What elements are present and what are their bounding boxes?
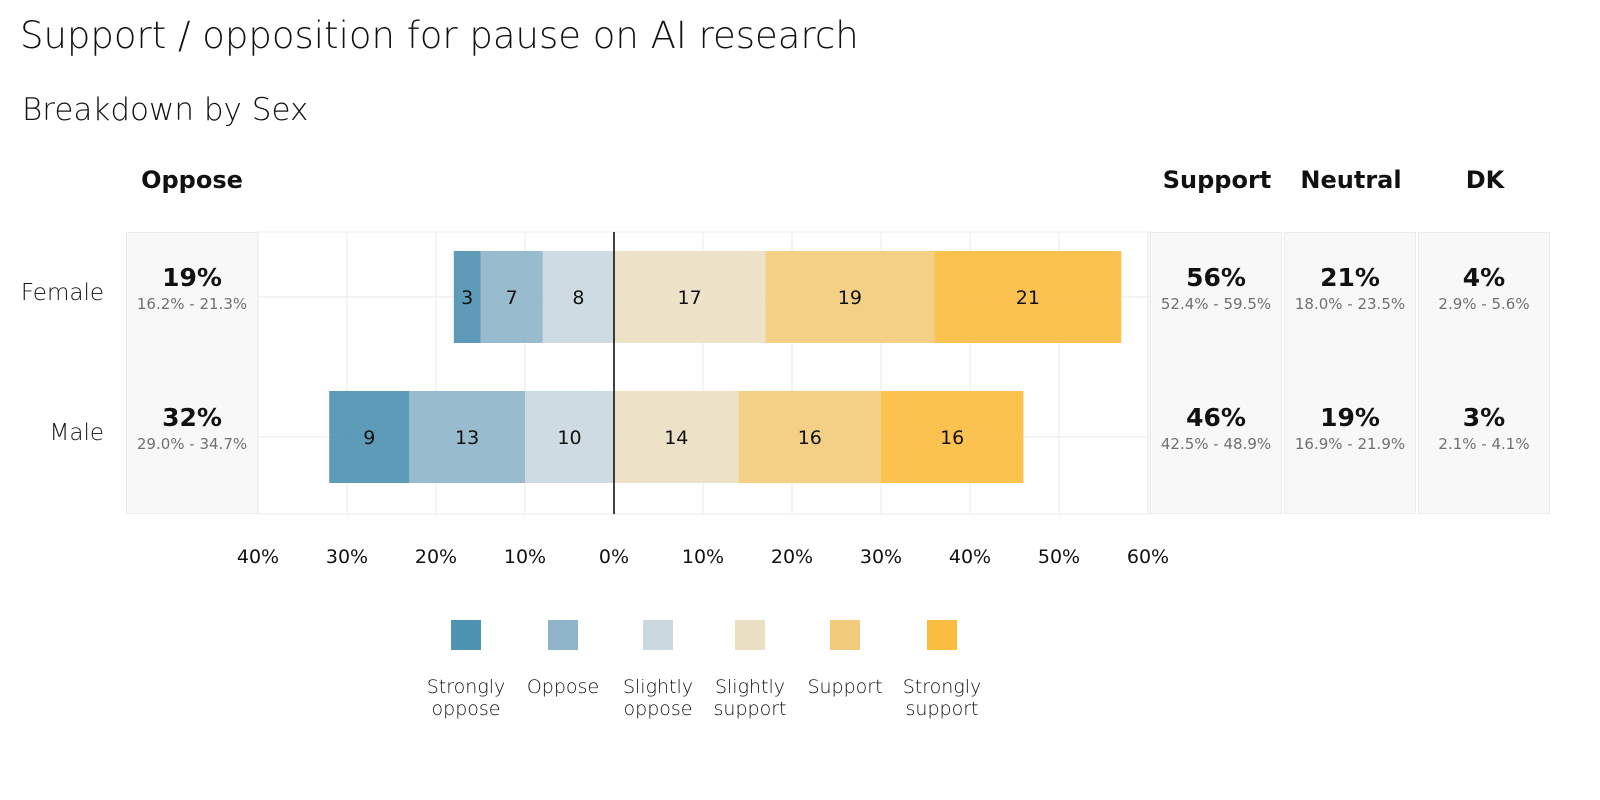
oppose-value: 32% (162, 403, 222, 432)
bar-segment (614, 251, 766, 343)
dk-value: 3% (1462, 403, 1506, 432)
support-value: 46% (1186, 403, 1246, 432)
legend-item: Slightly oppose (608, 620, 708, 720)
bar-value-label: 8 (572, 287, 584, 309)
neutral-value: 21% (1320, 263, 1380, 292)
bar-segment (881, 391, 1024, 483)
legend-label: Oppose (526, 676, 600, 698)
neutral-panel: 21% 18.0% - 23.5% 19% 16.9% - 21.9% (1284, 232, 1416, 514)
bar-value-label: 10 (557, 427, 581, 449)
bar-segment (409, 391, 525, 483)
legend-label: Slightly support (713, 676, 787, 720)
bar-value-label: 9 (363, 427, 375, 449)
x-tick-label: 60% (1126, 546, 1170, 568)
oppose-ci: 16.2% - 21.3% (136, 295, 248, 313)
legend-item: Strongly oppose (416, 620, 516, 720)
x-tick-label: 10% (503, 546, 547, 568)
bar-value-label: 16 (940, 427, 964, 449)
bar-value-label: 17 (678, 287, 702, 309)
support-value: 56% (1186, 263, 1246, 292)
oppose-cell-male: 32% 29.0% - 34.7% (127, 403, 257, 455)
bar-segment (765, 251, 935, 343)
neutral-cell-male: 19% 16.9% - 21.9% (1285, 403, 1415, 455)
chart-title: Support / opposition for pause on AI res… (20, 14, 859, 57)
neutral-ci: 16.9% - 21.9% (1294, 435, 1406, 453)
legend-label: Support (807, 676, 883, 698)
support-cell-male: 46% 42.5% - 48.9% (1151, 403, 1281, 455)
neutral-cell-female: 21% 18.0% - 23.5% (1285, 263, 1415, 315)
bar-value-label: 19 (838, 287, 862, 309)
bar-value-label: 3 (461, 287, 473, 309)
support-header: Support (1162, 166, 1272, 194)
dk-ci: 2.9% - 5.6% (1438, 295, 1530, 313)
row-label-female: Female (20, 280, 104, 306)
legend-swatch (927, 620, 957, 650)
support-panel: 56% 52.4% - 59.5% 46% 42.5% - 48.9% (1150, 232, 1282, 514)
support-ci: 52.4% - 59.5% (1160, 295, 1272, 313)
bar-segment (934, 251, 1122, 343)
legend-label: Strongly support (902, 676, 982, 720)
bar-value-label: 7 (506, 287, 518, 309)
dk-value: 4% (1462, 263, 1506, 292)
bar-segment (329, 391, 410, 483)
x-tick-label: 10% (681, 546, 725, 568)
bar-value-label: 21 (1016, 287, 1040, 309)
bar-segment (453, 251, 481, 343)
bar-value-label: 16 (798, 427, 822, 449)
x-tick-label: 30% (859, 546, 903, 568)
legend-item: Slightly support (700, 620, 800, 720)
x-tick-label: 30% (325, 546, 369, 568)
bar-segment (614, 391, 739, 483)
dk-cell-male: 3% 2.1% - 4.1% (1419, 403, 1549, 455)
support-cell-female: 56% 52.4% - 59.5% (1151, 263, 1281, 315)
legend-swatch (643, 620, 673, 650)
legend-swatch (830, 620, 860, 650)
bar-value-label: 14 (664, 427, 688, 449)
bar-segment (480, 251, 543, 343)
oppose-cell-female: 19% 16.2% - 21.3% (127, 263, 257, 315)
x-tick-label: 20% (770, 546, 814, 568)
legend-swatch (548, 620, 578, 650)
bar-segment (525, 391, 614, 483)
bar-segment (738, 391, 881, 483)
oppose-ci: 29.0% - 34.7% (136, 435, 248, 453)
bar-segment (542, 251, 614, 343)
legend-item: Oppose (513, 620, 613, 698)
neutral-value: 19% (1320, 403, 1380, 432)
legend-item: Strongly support (892, 620, 992, 720)
oppose-header: Oppose (141, 166, 243, 194)
x-tick-label: 50% (1037, 546, 1081, 568)
dk-ci: 2.1% - 4.1% (1438, 435, 1530, 453)
row-label-male: Male (49, 420, 104, 446)
neutral-ci: 18.0% - 23.5% (1294, 295, 1406, 313)
dk-cell-female: 4% 2.9% - 5.6% (1419, 263, 1549, 315)
legend-swatch (735, 620, 765, 650)
x-tick-label: 40% (236, 546, 280, 568)
dk-header: DK (1465, 166, 1505, 194)
legend-label: Slightly oppose (622, 676, 694, 720)
neutral-header: Neutral (1300, 166, 1402, 194)
legend-swatch (451, 620, 481, 650)
bar-value-label: 13 (455, 427, 479, 449)
oppose-panel: 19% 16.2% - 21.3% 32% 29.0% - 34.7% (126, 232, 258, 514)
x-tick-label: 40% (948, 546, 992, 568)
legend-item: Support (795, 620, 895, 698)
chart-subtitle: Breakdown by Sex (22, 92, 309, 128)
support-ci: 42.5% - 48.9% (1160, 435, 1272, 453)
x-tick-label: 20% (414, 546, 458, 568)
oppose-value: 19% (162, 263, 222, 292)
legend-label: Strongly oppose (426, 676, 506, 720)
diverging-bar-chart: 8 7 3 17 19 21 10 13 9 14 16 16 (257, 231, 1151, 515)
dk-panel: 4% 2.9% - 5.6% 3% 2.1% - 4.1% (1418, 232, 1550, 514)
x-tick-label: 0% (598, 546, 630, 568)
